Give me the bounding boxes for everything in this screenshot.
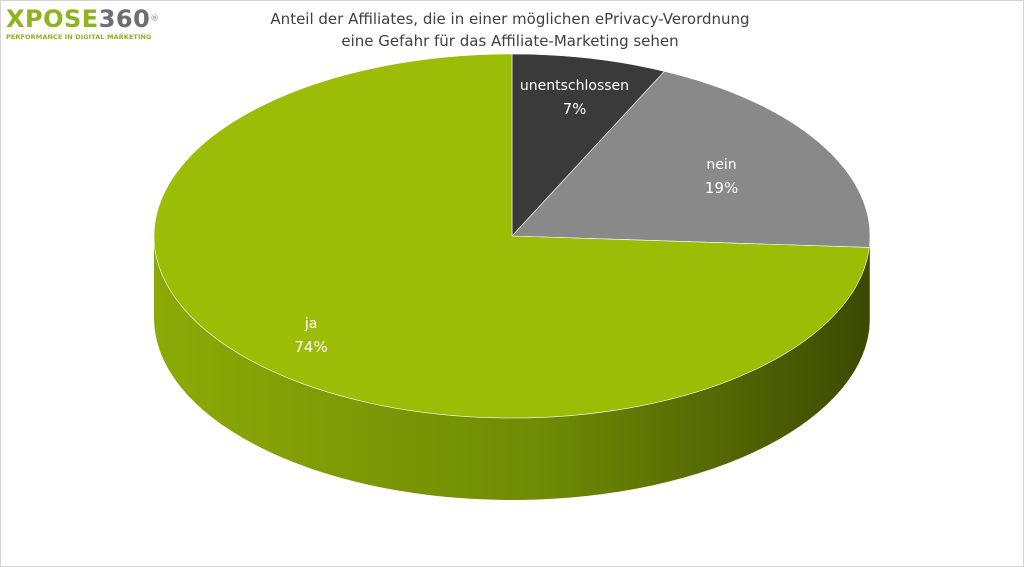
logo-wordmark: XPOSE360® — [6, 6, 160, 32]
pie-slice-unentschlossen — [511, 53, 665, 237]
slice-value-unentschlossen: 7% — [563, 100, 587, 118]
chart-title-line-1: Anteil der Affiliates, die in einer mögl… — [270, 10, 750, 28]
pie-slice-ja — [153, 53, 870, 419]
slice-value-nein: 19% — [705, 179, 738, 197]
pie-side-ja — [154, 236, 870, 500]
logo-tagline: PERFORMANCE IN DIGITAL MARKETING — [6, 33, 152, 41]
chart-title-line-2: eine Gefahr für das Affiliate-Marketing … — [341, 32, 679, 50]
slice-label-unentschlossen: unentschlossen — [520, 78, 629, 94]
pie-side-nein — [869, 236, 870, 330]
logo-number: 360 — [98, 5, 151, 33]
pie-slices-group — [153, 53, 871, 500]
logo-registered-mark: ® — [150, 14, 160, 24]
logo-word: XPOSE — [6, 5, 99, 33]
slice-value-ja: 74% — [294, 338, 327, 356]
slice-label-ja: ja — [304, 316, 317, 332]
slice-label-nein: nein — [706, 157, 736, 173]
brand-logo: XPOSE360® PERFORMANCE IN DIGITAL MARKETI… — [6, 6, 160, 41]
chart-title: Anteil der Affiliates, die in einer mögl… — [230, 8, 790, 52]
pie-labels-group: unentschlossen 7% nein 19% ja 74% — [294, 78, 738, 356]
pie-slice-nein — [511, 70, 871, 248]
